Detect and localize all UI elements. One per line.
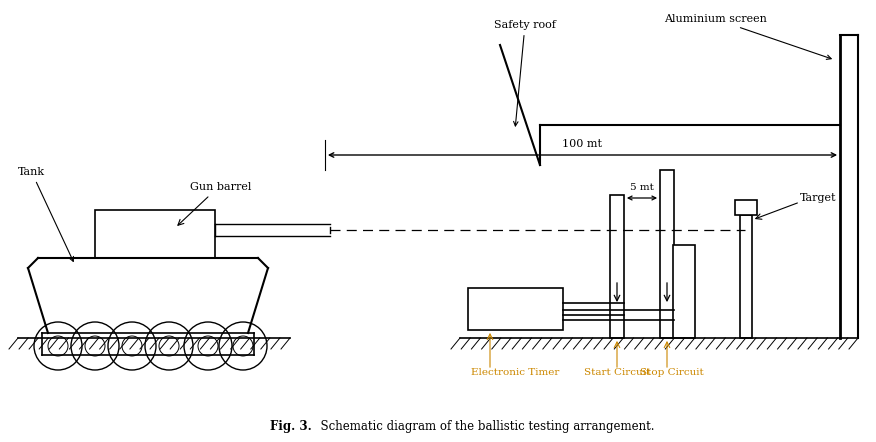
Text: Aluminium screen: Aluminium screen — [663, 14, 831, 59]
Bar — [660, 170, 674, 338]
Text: Start Circuit: Start Circuit — [584, 368, 650, 377]
Bar — [673, 245, 695, 338]
Text: Schematic diagram of the ballistic testing arrangement.: Schematic diagram of the ballistic testi… — [313, 420, 654, 433]
Text: 100 mt: 100 mt — [562, 139, 603, 149]
Bar — [95, 210, 215, 258]
Text: Gun barrel: Gun barrel — [190, 182, 251, 192]
Text: Stop Circuit: Stop Circuit — [640, 368, 704, 377]
Text: Fig. 3.: Fig. 3. — [270, 420, 312, 433]
Text: Target: Target — [800, 193, 837, 203]
Bar — [735, 200, 757, 215]
Text: Tank: Tank — [18, 167, 74, 261]
Bar — [468, 288, 563, 330]
Text: Electronic Timer: Electronic Timer — [470, 368, 559, 377]
Bar — [740, 215, 752, 338]
Text: 5 mt: 5 mt — [630, 183, 654, 192]
Text: Safety roof: Safety roof — [494, 20, 556, 126]
Bar — [610, 195, 624, 338]
